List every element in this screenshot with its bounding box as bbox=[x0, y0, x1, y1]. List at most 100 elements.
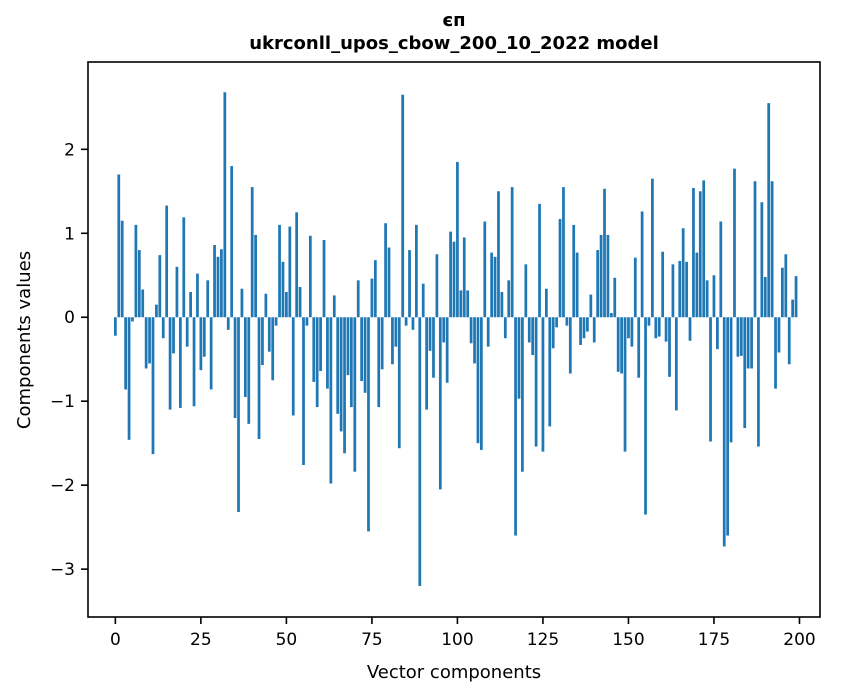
bar-152 bbox=[633, 257, 637, 318]
bar-147 bbox=[616, 317, 620, 372]
bar-153 bbox=[637, 317, 641, 378]
bar-104 bbox=[469, 317, 473, 344]
bar-195 bbox=[781, 267, 784, 318]
bar-199 bbox=[794, 276, 798, 318]
bar-74 bbox=[367, 317, 370, 532]
bar-93 bbox=[432, 317, 435, 378]
bar-117 bbox=[514, 317, 517, 536]
bar-126 bbox=[544, 288, 548, 318]
y-axis-label: Components values bbox=[14, 251, 35, 429]
bar-169 bbox=[692, 187, 695, 318]
bar-181 bbox=[733, 168, 736, 318]
bar-54 bbox=[298, 287, 302, 318]
bar-144 bbox=[606, 234, 610, 318]
bar-56 bbox=[305, 317, 309, 326]
bar-127 bbox=[548, 317, 552, 427]
bar-109 bbox=[486, 317, 490, 347]
bar-170 bbox=[695, 252, 699, 318]
bar-92 bbox=[428, 317, 432, 351]
bar-113 bbox=[500, 292, 504, 318]
x-tick-label: 75 bbox=[361, 630, 383, 650]
bar-97 bbox=[445, 317, 449, 383]
x-tick-label: 25 bbox=[190, 630, 212, 650]
bar-156 bbox=[647, 317, 651, 326]
bar-162 bbox=[668, 317, 671, 377]
y-tick-label: 1 bbox=[64, 224, 75, 244]
bar-133 bbox=[568, 317, 572, 374]
bar-37 bbox=[240, 288, 244, 318]
bar-96 bbox=[442, 317, 446, 343]
bar-115 bbox=[507, 280, 511, 318]
bar-78 bbox=[380, 317, 384, 370]
bar-63 bbox=[329, 317, 333, 484]
bar-8 bbox=[141, 289, 145, 318]
bar-146 bbox=[613, 277, 617, 318]
bar-71 bbox=[356, 280, 360, 318]
bar-77 bbox=[377, 317, 381, 408]
bar-172 bbox=[702, 180, 706, 318]
bar-85 bbox=[404, 317, 408, 326]
bar-135 bbox=[575, 252, 579, 318]
bar-141 bbox=[596, 250, 600, 318]
bar-82 bbox=[394, 317, 398, 347]
bar-191 bbox=[767, 103, 771, 318]
bar-132 bbox=[565, 317, 569, 326]
bar-108 bbox=[483, 221, 487, 318]
bar-16 bbox=[168, 317, 172, 410]
bar-101 bbox=[459, 290, 463, 318]
bar-7 bbox=[137, 250, 141, 318]
bar-28 bbox=[209, 317, 213, 390]
bar-125 bbox=[541, 317, 545, 452]
bar-68 bbox=[346, 317, 350, 376]
bar-11 bbox=[151, 317, 155, 455]
bar-175 bbox=[712, 275, 716, 318]
bar-14 bbox=[161, 317, 165, 339]
bar-29 bbox=[213, 245, 216, 318]
bar-23 bbox=[192, 317, 196, 407]
bar-57 bbox=[308, 235, 312, 318]
bar-136 bbox=[579, 317, 582, 345]
bar-188 bbox=[757, 317, 760, 447]
bar-21 bbox=[185, 317, 189, 347]
bar-192 bbox=[770, 181, 774, 318]
x-tick-label: 200 bbox=[783, 630, 815, 650]
y-axis: −3 −2 −1 0 1 2 bbox=[50, 140, 88, 580]
bar-149 bbox=[623, 317, 627, 452]
bar-27 bbox=[206, 280, 210, 318]
bar-178 bbox=[722, 317, 726, 547]
bar-107 bbox=[480, 317, 483, 450]
bars-group bbox=[114, 92, 798, 586]
bar-86 bbox=[408, 250, 411, 318]
bar-9 bbox=[144, 317, 148, 369]
bar-59 bbox=[315, 317, 319, 408]
bar-171 bbox=[698, 191, 702, 318]
bar-193 bbox=[774, 317, 777, 389]
bar-44 bbox=[264, 293, 268, 318]
bar-197 bbox=[787, 317, 791, 365]
bar-159 bbox=[657, 317, 661, 337]
bar-76 bbox=[373, 260, 377, 318]
bar-48 bbox=[278, 224, 281, 318]
bar-120 bbox=[524, 264, 528, 318]
bar-121 bbox=[527, 317, 531, 343]
bar-87 bbox=[411, 317, 415, 330]
bar-52 bbox=[291, 317, 295, 416]
bar-75 bbox=[370, 278, 374, 318]
bar-119 bbox=[521, 317, 524, 472]
x-tick-label: 150 bbox=[612, 630, 644, 650]
bar-183 bbox=[739, 317, 743, 356]
bar-20 bbox=[182, 217, 186, 318]
bar-91 bbox=[425, 317, 429, 410]
bar-105 bbox=[473, 317, 476, 364]
bar-50 bbox=[285, 292, 288, 318]
bar-155 bbox=[644, 317, 647, 515]
bar-142 bbox=[599, 234, 603, 318]
bar-65 bbox=[336, 317, 340, 414]
bar-60 bbox=[319, 317, 322, 371]
chart-subtitle: ukrconll_upos_cbow_200_10_2022 model bbox=[249, 33, 659, 54]
bar-123 bbox=[534, 317, 538, 447]
bar-13 bbox=[158, 255, 162, 318]
bar-124 bbox=[538, 203, 541, 318]
